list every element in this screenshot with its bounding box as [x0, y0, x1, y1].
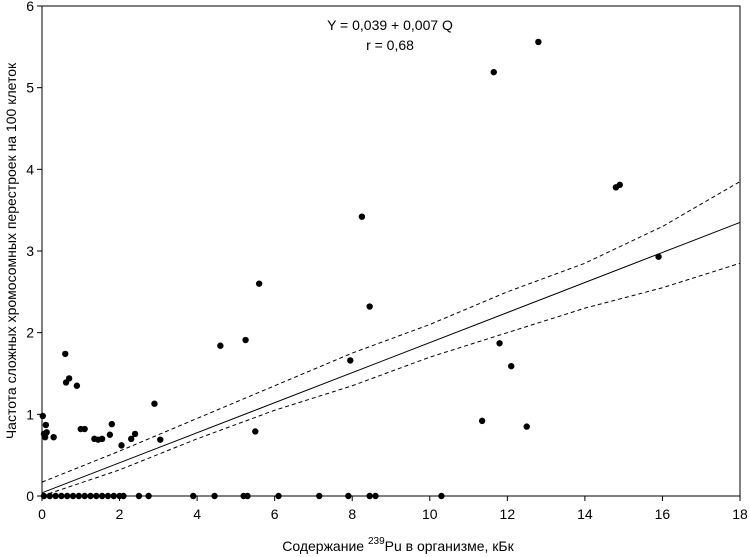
data-point [535, 38, 542, 46]
data-point [40, 492, 48, 500]
data-point [190, 492, 197, 500]
data-point [58, 492, 65, 500]
data-point [496, 340, 503, 347]
x-tick-label: 18 [732, 506, 748, 522]
y-tick-label: 3 [26, 243, 34, 259]
x-tick-label: 10 [422, 506, 438, 522]
x-tick-label: 8 [348, 506, 356, 522]
data-point [655, 253, 662, 260]
y-tick-label: 6 [26, 0, 34, 14]
data-point [358, 213, 366, 220]
data-point [98, 492, 106, 500]
data-point [108, 420, 116, 428]
regression-line [41, 221, 741, 494]
x-axis-title: Содержание 239Pu в организме, кБк [282, 536, 514, 554]
data-point [366, 303, 373, 310]
data-point [81, 425, 88, 433]
y-tick-label: 4 [26, 161, 34, 177]
x-tick-label: 14 [577, 506, 593, 522]
x-axis-title-superscript: 239 [368, 536, 385, 547]
y-axis-ticks: 0 1 2 3 4 5 6 [26, 0, 42, 504]
data-point [366, 492, 373, 500]
data-point [478, 417, 486, 425]
data-point [93, 492, 100, 500]
x-axis-ticks: 0 2 4 6 8 10 12 14 16 18 [38, 496, 748, 522]
data-point [438, 492, 445, 500]
data-point [87, 492, 94, 500]
x-tick-label: 4 [193, 506, 201, 522]
y-tick-label: 5 [26, 80, 34, 96]
data-point [490, 68, 497, 76]
data-point [316, 492, 323, 500]
data-point [372, 492, 379, 500]
confidence-band-lower [41, 262, 741, 497]
data-point [211, 492, 218, 500]
data-point [98, 435, 106, 443]
data-point [347, 357, 354, 364]
correlation-coefficient: r = 0,68 [366, 37, 414, 53]
data-point [75, 492, 83, 500]
data-point [118, 442, 125, 449]
data-point [50, 434, 57, 441]
data-point [52, 492, 59, 500]
data-point [523, 423, 530, 430]
data-points [39, 38, 662, 500]
y-tick-label: 2 [26, 325, 34, 341]
data-point [106, 431, 114, 438]
data-point [64, 492, 71, 500]
x-tick-label: 12 [500, 506, 516, 522]
regression-lines [41, 181, 741, 497]
data-point [616, 181, 623, 189]
x-tick-label: 0 [38, 506, 46, 522]
y-axis-title: Частота сложных хромосомных перестроек н… [3, 62, 19, 439]
data-point [43, 429, 50, 436]
data-point [131, 430, 139, 438]
data-point [244, 492, 251, 500]
x-tick-label: 2 [116, 506, 124, 522]
data-point [157, 436, 164, 443]
data-point [255, 280, 263, 287]
data-point [151, 400, 158, 407]
data-point [127, 435, 135, 443]
data-point [110, 492, 117, 500]
data-point [104, 492, 112, 500]
x-tick-label: 16 [655, 506, 671, 522]
data-point [73, 382, 81, 389]
data-point [41, 434, 49, 441]
data-point [81, 492, 88, 500]
data-point [39, 412, 46, 420]
data-point [217, 342, 224, 349]
regression-equation: Y = 0,039 + 0,007 Q [327, 17, 453, 33]
data-point [275, 492, 282, 500]
data-point [42, 421, 50, 429]
data-point [120, 492, 127, 500]
plot-frame [41, 5, 741, 497]
data-point [46, 492, 53, 500]
x-tick-label: 6 [271, 506, 279, 522]
data-point [508, 362, 515, 370]
data-point [65, 375, 73, 382]
data-point [62, 350, 69, 358]
data-point [345, 492, 352, 500]
data-point [252, 428, 259, 435]
x-axis-title-suffix: Pu в организме, кБк [385, 538, 515, 554]
data-point [242, 336, 249, 344]
data-point [69, 492, 77, 500]
x-axis-title-prefix: Содержание [282, 538, 368, 554]
y-tick-label: 0 [26, 488, 34, 504]
y-tick-label: 1 [26, 406, 34, 422]
data-point [135, 492, 143, 500]
confidence-band-upper [41, 181, 741, 483]
data-point [145, 492, 152, 500]
